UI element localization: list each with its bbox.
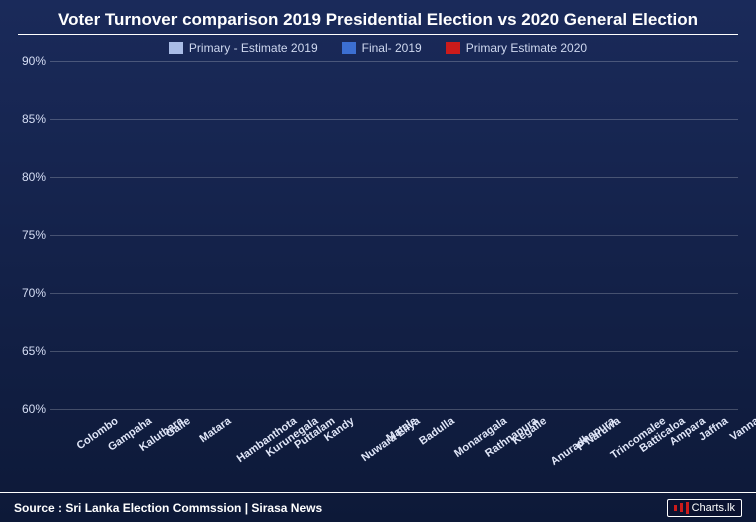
x-tick: P'Naruwa	[550, 415, 581, 485]
legend-label: Primary Estimate 2020	[466, 41, 587, 55]
x-tick: Batticaloa	[613, 415, 644, 485]
legend-item: Primary - Estimate 2019	[169, 41, 318, 55]
x-tick: Galle	[144, 415, 175, 485]
y-tick-label: 70%	[6, 286, 46, 300]
x-tick: Hambanthota	[206, 415, 237, 485]
x-tick: Puttalam	[269, 415, 300, 485]
x-tick: Anuradhapura	[519, 415, 550, 485]
x-tick: Nuwara Eliya	[331, 415, 362, 485]
legend-item: Primary Estimate 2020	[446, 41, 587, 55]
gridline	[50, 409, 738, 410]
legend-item: Final- 2019	[342, 41, 422, 55]
x-tick-label: Vanna	[728, 415, 756, 443]
legend-swatch	[169, 42, 183, 54]
y-tick-label: 75%	[6, 228, 46, 242]
x-tick: Ampara	[644, 415, 675, 485]
x-tick: Kandy	[300, 415, 331, 485]
bars-row	[50, 61, 738, 409]
x-tick: Matale	[363, 415, 394, 485]
x-tick: Gampaha	[81, 415, 112, 485]
y-tick-label: 65%	[6, 344, 46, 358]
chart-area: 60%65%70%75%80%85%90%	[50, 61, 738, 409]
y-tick-label: 90%	[6, 54, 46, 68]
plot-area: 60%65%70%75%80%85%90%	[50, 61, 738, 409]
title-underline	[18, 34, 738, 35]
y-tick-label: 85%	[6, 112, 46, 126]
x-tick: Kaluthara	[113, 415, 144, 485]
legend-label: Primary - Estimate 2019	[189, 41, 318, 55]
y-tick-label: 80%	[6, 170, 46, 184]
x-tick: Colombo	[50, 415, 81, 485]
legend: Primary - Estimate 2019 Final- 2019 Primar…	[0, 39, 756, 61]
logo-badge: Charts.lk	[667, 499, 742, 517]
legend-swatch	[342, 42, 356, 54]
footer: Source : Sri Lanka Election Commssion | …	[0, 492, 756, 522]
legend-swatch	[446, 42, 460, 54]
chart-title: Voter Turnover comparison 2019 President…	[0, 0, 756, 34]
x-tick: Kurunegala	[238, 415, 269, 485]
logo-text: Charts.lk	[692, 502, 735, 514]
x-axis-labels: ColomboGampahaKalutharaGalleMataraHamban…	[50, 415, 738, 485]
x-tick: Jaffna	[675, 415, 706, 485]
x-tick: Monaragala	[425, 415, 456, 485]
x-tick: Rathnapura	[456, 415, 487, 485]
x-tick: Badulla	[394, 415, 425, 485]
y-tick-label: 60%	[6, 402, 46, 416]
x-tick: Trincomalee	[582, 415, 613, 485]
x-tick: Matara	[175, 415, 206, 485]
source-text: Source : Sri Lanka Election Commssion | …	[14, 501, 322, 515]
x-tick: Vanna	[707, 415, 738, 485]
x-tick: Kegalle	[488, 415, 519, 485]
legend-label: Final- 2019	[362, 41, 422, 55]
